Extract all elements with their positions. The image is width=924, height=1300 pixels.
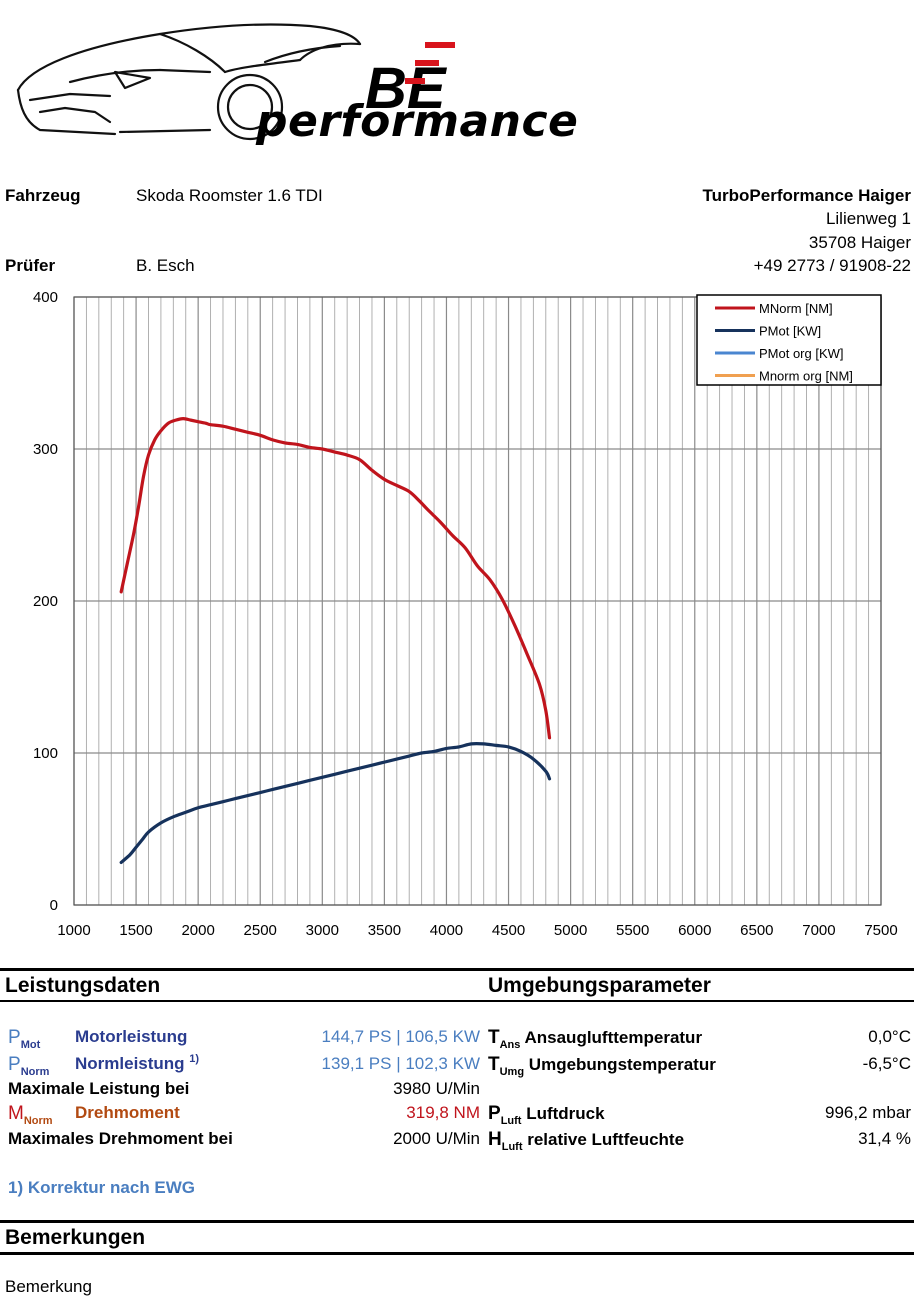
y-tick-label: 200 (33, 593, 58, 610)
brand-mark-text: BE (365, 56, 448, 121)
legend-label: MNorm [NM] (759, 301, 833, 316)
company-city: 35708 Haiger (808, 233, 911, 252)
hluft-symbol-sub: Luft (501, 1141, 523, 1153)
hluft-value: 31,4 % (858, 1129, 911, 1148)
x-tick-label: 5000 (554, 922, 587, 939)
tans-label: Ansauglufttemperatur (524, 1028, 703, 1047)
hluft-row: HLuft relative Luftfeuchte (488, 1129, 685, 1153)
y-tick-label: 400 (33, 289, 58, 306)
x-tick-label: 3500 (368, 922, 401, 939)
hluft-symbol: H (488, 1129, 502, 1150)
y-tick-label: 100 (33, 745, 58, 762)
pmot-symbol-letter: P (8, 1027, 21, 1048)
legend-label: PMot org [KW] (759, 346, 844, 361)
remarks-rule-top (0, 1220, 914, 1223)
legend-label: Mnorm org [NM] (759, 369, 853, 384)
chart-grid (73, 296, 882, 906)
plot-frame (73, 296, 882, 906)
series-line-1 (119, 741, 552, 865)
brand-red-bar-low (405, 78, 425, 84)
company-street: Lilienweg 1 (825, 209, 911, 228)
tester-label: Prüfer (5, 256, 56, 275)
pmot-label: Motorleistung (75, 1027, 188, 1046)
tester-value: B. Esch (136, 256, 195, 275)
pluft-value: 996,2 mbar (825, 1103, 911, 1122)
pnorm-symbol-letter: P (8, 1054, 21, 1075)
brand-logo: BE (10, 12, 530, 162)
dyno-chart: 0 100 200 300 400 1000 1500 2000 2500 3000 3500 40… (33, 289, 898, 939)
vehicle-value: Skoda Roomster 1.6 TDI (136, 186, 323, 205)
hluft-label: relative Luftfeuchte (527, 1130, 685, 1149)
tumg-symbol: T (488, 1054, 500, 1075)
x-tick-label: 4500 (492, 922, 525, 939)
series-line-0 (119, 417, 552, 740)
x-tick-label: 6000 (678, 922, 711, 939)
pmot-symbol: PMot (8, 1027, 41, 1051)
tans-row: TAns Ansauglufttemperatur (488, 1027, 703, 1051)
pnorm-symbol-sub: Norm (20, 1066, 50, 1078)
mnorm-label: Drehmoment (75, 1103, 180, 1122)
maxp-value: 3980 U/Min (393, 1079, 480, 1098)
vehicle-label: Fahrzeug (5, 186, 81, 205)
tans-symbol: T (488, 1027, 500, 1048)
brand-red-bar-top (425, 42, 455, 48)
legend-label: PMot [KW] (759, 324, 821, 339)
pmot-symbol-sub: Mot (20, 1039, 41, 1051)
pluft-label: Luftdruck (526, 1104, 605, 1123)
tans-value: 0,0°C (868, 1027, 911, 1046)
tans-symbol-sub: Ans (499, 1039, 521, 1051)
car-silhouette-icon: BE (16, 23, 455, 141)
x-tick-label: 6500 (740, 922, 773, 939)
brand-word: performance (256, 96, 579, 147)
umgebung-title: Umgebungsparameter (488, 974, 711, 997)
x-tick-label: 7500 (864, 922, 897, 939)
tumg-symbol-sub: Umg (499, 1066, 525, 1078)
pnorm-label-text: Normleistung (75, 1054, 185, 1073)
x-tick-label: 4000 (430, 922, 463, 939)
legend-box (696, 294, 882, 386)
mnorm-symbol: MNorm (8, 1103, 53, 1127)
brand-red-bar-mid (415, 60, 439, 66)
y-tick-label: 0 (50, 897, 58, 914)
x-tick-label: 1000 (57, 922, 90, 939)
section-rule-top (0, 968, 914, 971)
x-tick-label: 5500 (616, 922, 649, 939)
y-axis-ticks: 0 100 200 300 400 (33, 289, 58, 914)
section-rule-bottom (0, 1000, 914, 1002)
chart-legend: MNorm [NM] PMot [KW] PMot org [KW] Mnorm or… (696, 294, 882, 386)
pnorm-value: 139,1 PS | 102,3 KW (321, 1054, 480, 1073)
pnorm-symbol: PNorm (8, 1054, 50, 1078)
x-axis-ticks: 1000 1500 2000 2500 3000 3500 4000 4500 5000 5500… (57, 922, 897, 939)
leistung-title: Leistungsdaten (5, 974, 161, 997)
maxp-label: Maximale Leistung bei (8, 1079, 190, 1098)
mnorm-symbol-sub: Norm (23, 1115, 53, 1127)
tumg-value: -6,5°C (862, 1054, 911, 1073)
y-tick-label: 300 (33, 441, 58, 458)
pluft-symbol-sub: Luft (500, 1115, 522, 1127)
company-phone: +49 2773 / 91908-22 (753, 256, 911, 275)
x-tick-label: 3000 (306, 922, 339, 939)
remarks-title: Bemerkungen (5, 1226, 146, 1249)
remarks-rule-bottom (0, 1252, 914, 1255)
pnorm-footnote-ref: 1) (189, 1053, 200, 1065)
x-tick-label: 7000 (802, 922, 835, 939)
x-tick-label: 2000 (181, 922, 214, 939)
footnote: 1) Korrektur nach EWG (8, 1178, 196, 1197)
maxm-value: 2000 U/Min (393, 1129, 480, 1148)
pluft-row: PLuft Luftdruck (488, 1103, 605, 1127)
pmot-value: 144,7 PS | 106,5 KW (321, 1027, 480, 1046)
x-tick-label: 1500 (119, 922, 152, 939)
pluft-symbol: P (488, 1103, 501, 1124)
company-name: TurboPerformance Haiger (702, 186, 911, 205)
maxm-label: Maximales Drehmoment bei (8, 1129, 233, 1148)
tumg-row: TUmg Umgebungstemperatur (488, 1054, 716, 1078)
tumg-label: Umgebungstemperatur (528, 1055, 716, 1074)
mnorm-value: 319,8 NM (406, 1103, 480, 1122)
pnorm-label: Normleistung 1) (75, 1053, 200, 1074)
mnorm-symbol-letter: M (8, 1103, 24, 1124)
remarks-text: Bemerkung (5, 1277, 92, 1296)
x-tick-label: 2500 (244, 922, 277, 939)
chart-plot (119, 417, 552, 865)
